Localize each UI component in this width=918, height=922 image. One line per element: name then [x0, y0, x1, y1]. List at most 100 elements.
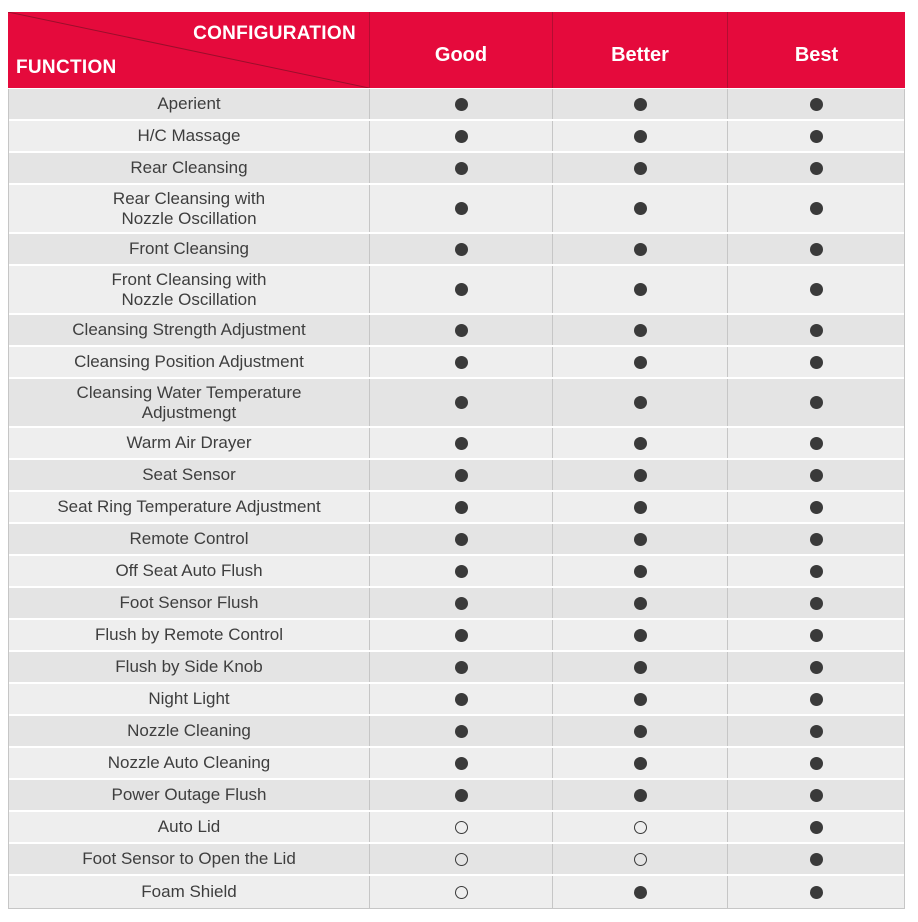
- function-name: Seat Ring Temperature Adjustment: [9, 492, 369, 522]
- table-row: Foot Sensor Flush: [9, 588, 904, 620]
- table-row: Night Light: [9, 684, 904, 716]
- filled-dot-icon: [809, 242, 823, 256]
- filled-dot-icon: [633, 756, 647, 770]
- function-name: Power Outage Flush: [9, 780, 369, 810]
- better-cell: [552, 185, 727, 232]
- good-cell: [369, 844, 552, 874]
- filled-dot-icon: [633, 355, 647, 369]
- better-cell: [552, 460, 727, 490]
- open-dot-icon: [454, 820, 468, 834]
- filled-dot-icon: [454, 692, 468, 706]
- table-row: Rear Cleansing with Nozzle Oscillation: [9, 185, 904, 234]
- filled-dot-icon: [809, 500, 823, 514]
- better-cell: [552, 876, 727, 908]
- filled-dot-icon: [633, 724, 647, 738]
- filled-dot-icon: [454, 660, 468, 674]
- good-cell: [369, 379, 552, 426]
- filled-dot-icon: [454, 788, 468, 802]
- function-name: Seat Sensor: [9, 460, 369, 490]
- best-cell: [727, 266, 904, 313]
- filled-dot-icon: [633, 596, 647, 610]
- better-cell: [552, 652, 727, 682]
- table-row: H/C Massage: [9, 121, 904, 153]
- function-name: Foam Shield: [9, 876, 369, 908]
- best-cell: [727, 780, 904, 810]
- better-cell: [552, 347, 727, 377]
- better-cell: [552, 684, 727, 714]
- better-cell: [552, 234, 727, 264]
- better-cell: [552, 121, 727, 151]
- filled-dot-icon: [633, 564, 647, 578]
- function-name: Remote Control: [9, 524, 369, 554]
- table-header: CONFIGURATION FUNCTION Good Better Best: [8, 12, 905, 88]
- better-cell: [552, 556, 727, 586]
- better-cell: [552, 315, 727, 345]
- filled-dot-icon: [809, 283, 823, 296]
- open-dot-icon: [633, 820, 647, 834]
- table-row: Rear Cleansing: [9, 153, 904, 185]
- best-cell: [727, 524, 904, 554]
- good-cell: [369, 524, 552, 554]
- better-cell: [552, 716, 727, 746]
- good-cell: [369, 266, 552, 313]
- table-row: Foam Shield: [9, 876, 904, 908]
- function-name: Foot Sensor Flush: [9, 588, 369, 618]
- feature-comparison-table: CONFIGURATION FUNCTION Good Better Best …: [8, 12, 905, 909]
- filled-dot-icon: [809, 660, 823, 674]
- function-name: H/C Massage: [9, 121, 369, 151]
- diagonal-divider: [8, 12, 369, 88]
- filled-dot-icon: [454, 202, 468, 215]
- table-row: Power Outage Flush: [9, 780, 904, 812]
- filled-dot-icon: [454, 532, 468, 546]
- best-cell: [727, 876, 904, 908]
- table-row: Nozzle Auto Cleaning: [9, 748, 904, 780]
- filled-dot-icon: [809, 692, 823, 706]
- filled-dot-icon: [809, 756, 823, 770]
- column-header-good: Good: [369, 12, 552, 88]
- filled-dot-icon: [454, 396, 468, 409]
- filled-dot-icon: [454, 628, 468, 642]
- good-cell: [369, 234, 552, 264]
- filled-dot-icon: [809, 468, 823, 482]
- table-row: Remote Control: [9, 524, 904, 556]
- filled-dot-icon: [454, 468, 468, 482]
- table-row: Aperient: [9, 89, 904, 121]
- filled-dot-icon: [809, 161, 823, 175]
- filled-dot-icon: [454, 161, 468, 175]
- good-cell: [369, 716, 552, 746]
- good-cell: [369, 588, 552, 618]
- better-cell: [552, 428, 727, 458]
- filled-dot-icon: [454, 97, 468, 111]
- filled-dot-icon: [633, 161, 647, 175]
- good-cell: [369, 460, 552, 490]
- function-axis-label: FUNCTION: [16, 57, 117, 78]
- table-row: Warm Air Drayer: [9, 428, 904, 460]
- filled-dot-icon: [809, 820, 823, 834]
- good-cell: [369, 812, 552, 842]
- filled-dot-icon: [454, 724, 468, 738]
- better-cell: [552, 748, 727, 778]
- filled-dot-icon: [809, 788, 823, 802]
- configuration-axis-label: CONFIGURATION: [193, 23, 356, 44]
- good-cell: [369, 492, 552, 522]
- filled-dot-icon: [633, 436, 647, 450]
- filled-dot-icon: [633, 885, 647, 899]
- filled-dot-icon: [633, 628, 647, 642]
- filled-dot-icon: [809, 724, 823, 738]
- filled-dot-icon: [454, 129, 468, 143]
- table-row: Front Cleansing with Nozzle Oscillation: [9, 266, 904, 315]
- best-cell: [727, 379, 904, 426]
- good-cell: [369, 89, 552, 119]
- filled-dot-icon: [809, 202, 823, 215]
- table-row: Front Cleansing: [9, 234, 904, 266]
- function-name: Flush by Remote Control: [9, 620, 369, 650]
- good-cell: [369, 780, 552, 810]
- function-name: Front Cleansing with Nozzle Oscillation: [9, 266, 369, 313]
- open-dot-icon: [454, 885, 468, 899]
- best-cell: [727, 89, 904, 119]
- filled-dot-icon: [633, 692, 647, 706]
- best-cell: [727, 428, 904, 458]
- filled-dot-icon: [633, 129, 647, 143]
- table-body: Aperient H/C Massage Rear Cleansing Rear…: [8, 89, 905, 909]
